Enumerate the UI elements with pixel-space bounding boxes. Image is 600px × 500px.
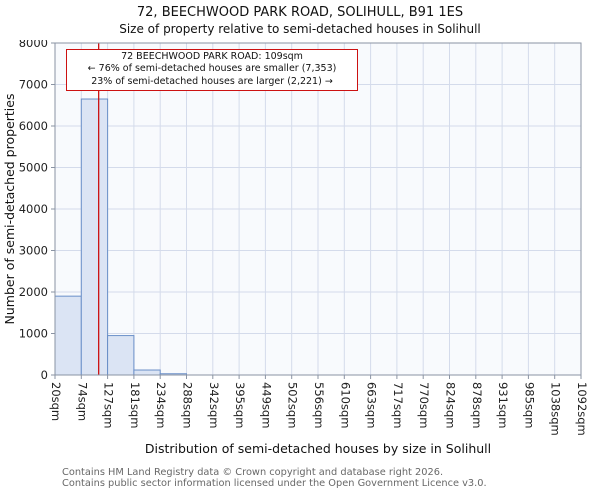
y-tick-label: 4000 (19, 202, 48, 216)
y-tick-label: 3000 (19, 244, 48, 258)
chart-title: 72, BEECHWOOD PARK ROAD, SOLIHULL, B91 1… (136, 5, 464, 20)
footer-attribution-line1: Contains HM Land Registry data © Crown c… (62, 467, 444, 478)
y-tick-label: 2000 (19, 285, 48, 299)
y-axis-label: Number of semi-detached properties (2, 94, 17, 325)
x-tick-label: 395sqm (233, 382, 247, 428)
x-tick-label: 610sqm (338, 382, 352, 428)
footer-attribution-line2: Contains public sector information licen… (62, 478, 487, 489)
x-tick-label: 1038sqm (549, 382, 563, 436)
x-axis-label: Distribution of semi-detached houses by … (145, 441, 491, 456)
x-tick-label: 20sqm (49, 382, 63, 421)
x-tick-label: 502sqm (286, 382, 300, 428)
y-tick-label: 1000 (19, 327, 48, 341)
histogram-bar (133, 369, 161, 376)
annotation-larger-line: 23% of semi-detached houses are larger (… (91, 75, 333, 87)
y-tick-label: 7000 (19, 78, 48, 92)
x-tick-label: 770sqm (417, 382, 431, 428)
x-tick-label: 663sqm (365, 382, 379, 428)
x-tick-label: 1092sqm (575, 382, 589, 436)
annotation-box: 72 BEECHWOOD PARK ROAD: 109sqm ← 76% of … (66, 49, 358, 92)
x-tick-label: 824sqm (444, 382, 458, 428)
x-tick-label: 985sqm (522, 382, 536, 428)
histogram-bar (80, 98, 109, 376)
x-tick-label: 342sqm (207, 382, 221, 428)
x-tick-label: 127sqm (102, 382, 116, 428)
y-tick-label: 0 (41, 368, 48, 382)
y-tick-label: 8000 (19, 40, 48, 50)
x-tick-label: 181sqm (128, 382, 142, 428)
x-tick-label: 449sqm (259, 382, 273, 428)
annotation-property-line: 72 BEECHWOOD PARK ROAD: 109sqm (121, 51, 303, 62)
x-tick-label: 288sqm (181, 382, 195, 428)
y-tick-label: 6000 (19, 119, 48, 133)
x-tick-label: 234sqm (154, 382, 168, 428)
histogram-chart: 0 1000 2000 3000 4000 5000 6000 7000 8000 20sqm 74… (2, 40, 589, 456)
x-tick-label: 74sqm (75, 382, 89, 421)
annotation-smaller-line: ← 76% of semi-detached houses are smalle… (87, 63, 337, 75)
histogram-bar (107, 335, 135, 376)
x-tick-label: 931sqm (496, 382, 510, 428)
chart-subtitle: Size of property relative to semi-detach… (119, 22, 481, 36)
footer: Contains HM Land Registry data © Crown c… (62, 467, 487, 489)
histogram-bar (54, 295, 82, 376)
x-tick-label: 878sqm (470, 382, 484, 428)
y-tick-label: 5000 (19, 161, 48, 175)
x-tick-label: 717sqm (391, 382, 405, 428)
x-tick-label: 556sqm (312, 382, 326, 428)
